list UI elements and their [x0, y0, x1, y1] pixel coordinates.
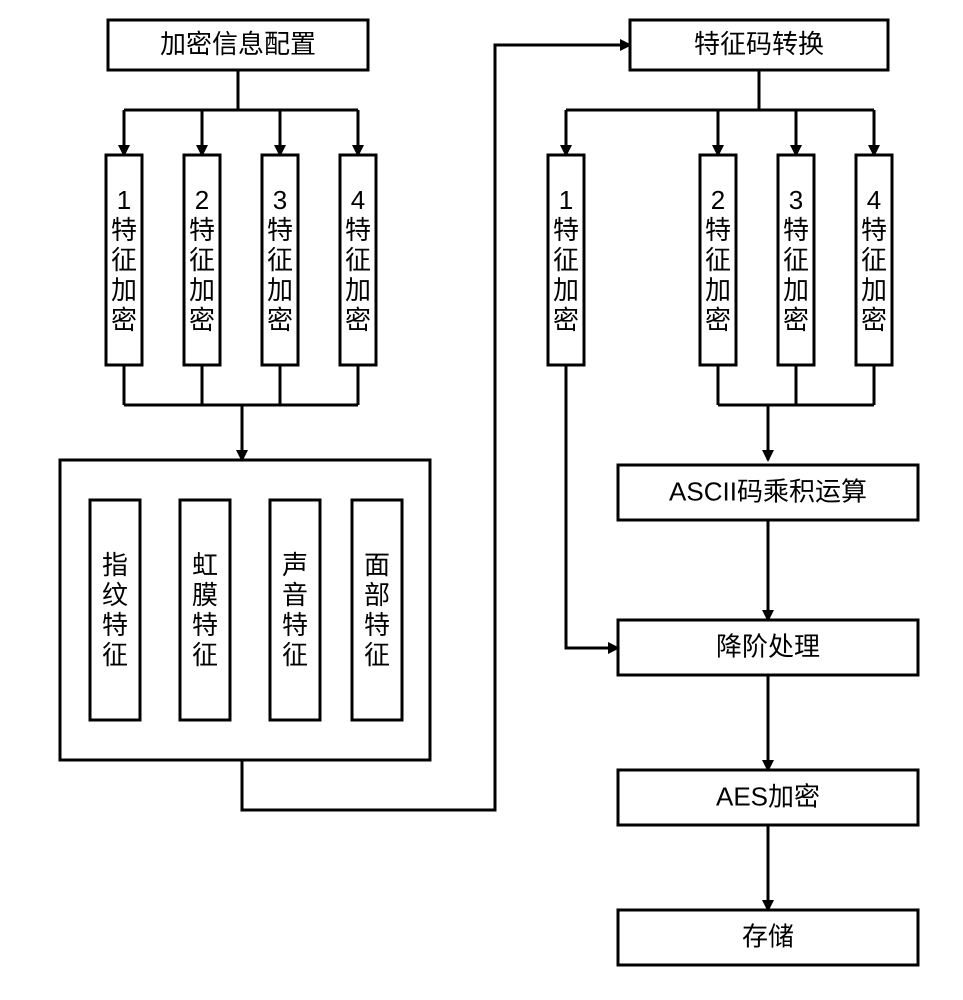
- left-group-item-label-1: 虹膜特征: [192, 550, 218, 670]
- left-group-item-label-3: 面部特征: [364, 550, 390, 670]
- left-top-label: 加密信息配置: [160, 29, 316, 59]
- left-group-item-label-0: 指纹特征: [102, 550, 128, 670]
- reduce-label: 降阶处理: [716, 631, 820, 661]
- left-group-item-label-2: 声音特征: [282, 550, 308, 670]
- store-label: 存储: [742, 921, 794, 951]
- right-top-label: 特征码转换: [694, 29, 824, 59]
- right-v1-to-reduce: [566, 365, 618, 648]
- ascii-label: ASCII码乘积运算: [669, 476, 867, 506]
- aes-label: AES加密: [716, 781, 820, 811]
